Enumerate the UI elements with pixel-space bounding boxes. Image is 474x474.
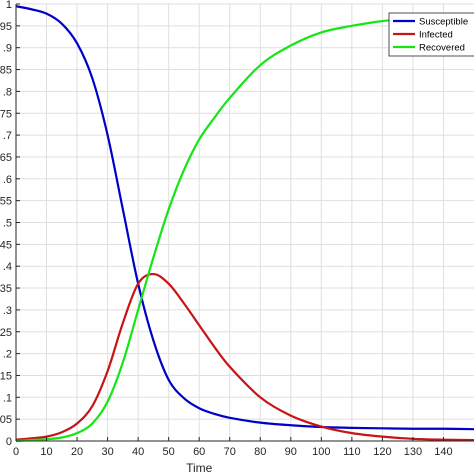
- y-tick-label: .45: [0, 239, 12, 251]
- y-tick-label: .05: [0, 414, 12, 426]
- series-lines: [15, 5, 474, 443]
- x-tick-label: 0: [13, 446, 19, 458]
- x-tick-label: 110: [343, 446, 361, 458]
- series-line-recovered: [15, 15, 474, 443]
- series-line-susceptible: [15, 5, 474, 431]
- y-tick-label: .95: [0, 21, 12, 33]
- axes: [15, 3, 474, 442]
- y-tick-label: .55: [0, 196, 12, 208]
- x-tick-label: 90: [285, 446, 297, 458]
- tick-labels: 0 10 20 30 40 50 60 70 80 90 100 110 120 130 140 0 .05 .1…: [0, 0, 453, 458]
- y-tick-label: .8: [3, 86, 12, 98]
- y-tick-label: .35: [0, 283, 12, 295]
- x-tick-label: 30: [101, 446, 113, 458]
- x-tick-label: 40: [132, 446, 144, 458]
- x-tick-label: 10: [40, 446, 52, 458]
- y-tick-label: .3: [3, 305, 12, 317]
- x-tick-label: 70: [224, 446, 236, 458]
- legend: Susceptible Infected Recovered: [388, 12, 474, 57]
- y-tick-label: .25: [0, 327, 12, 339]
- legend-label-susceptible: Susceptible: [419, 17, 468, 28]
- x-tick-label: 140: [434, 446, 452, 458]
- x-tick-label: 80: [254, 446, 266, 458]
- y-tick-label: .65: [0, 152, 12, 164]
- y-tick-label: 0: [6, 436, 12, 448]
- y-tick-label: .75: [0, 108, 12, 120]
- y-tick-label: .5: [3, 218, 12, 230]
- y-tick-label: .7: [3, 130, 12, 142]
- x-tick-label: 20: [71, 446, 83, 458]
- x-tick-label: 130: [404, 446, 422, 458]
- y-tick-label: .85: [0, 65, 12, 77]
- y-tick-label: .1: [3, 392, 12, 404]
- x-tick-label: 120: [373, 446, 391, 458]
- y-tick-label: .4: [3, 261, 12, 273]
- x-tick-label: 100: [312, 446, 330, 458]
- y-tick-label: .6: [3, 174, 12, 186]
- y-tick-label: .2: [3, 349, 12, 361]
- series-line-infected: [15, 272, 474, 442]
- grid: [15, 3, 474, 442]
- x-tick-label: 50: [163, 446, 175, 458]
- y-tick-label: .15: [0, 370, 12, 382]
- y-tick-label: .9: [3, 43, 12, 55]
- x-tick-label: 60: [193, 446, 205, 458]
- legend-label-infected: Infected: [419, 30, 453, 41]
- legend-label-recovered: Recovered: [419, 43, 465, 54]
- x-axis-title: Time: [186, 461, 213, 474]
- y-tick-label: 1: [6, 0, 12, 11]
